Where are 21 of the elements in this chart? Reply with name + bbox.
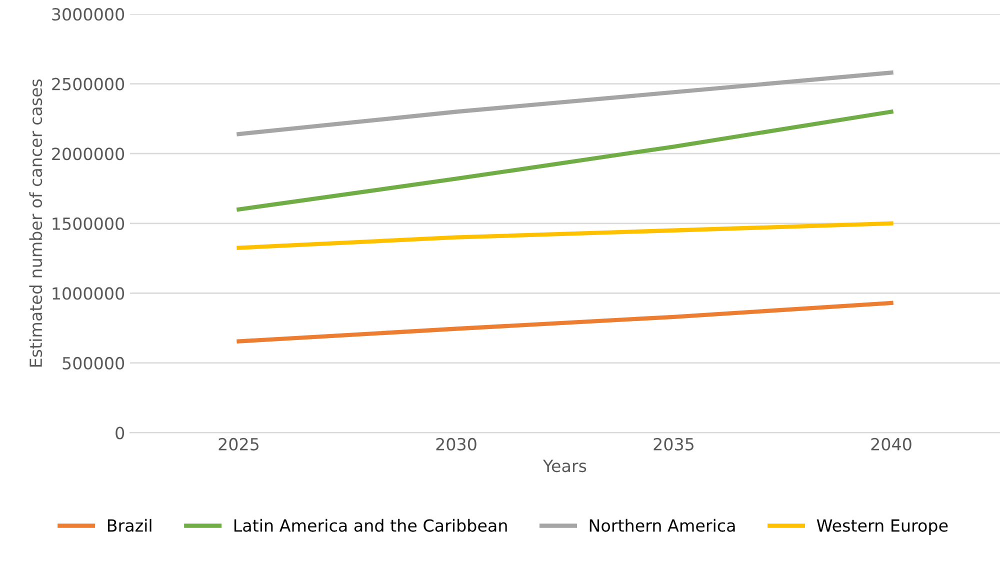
y-tick-label: 500000 [62, 356, 124, 370]
x-tick-label: 2025 [218, 438, 258, 450]
x-tick-label: 2030 [436, 438, 476, 450]
x-axis-title: Years [542, 460, 586, 472]
x-tick-label: 2035 [654, 438, 694, 450]
y-tick-label: 2000000 [52, 148, 124, 160]
line-series [236, 221, 894, 250]
y-tick-label: 2500000 [52, 78, 124, 90]
y-axis-title: Estimated number of cancer cases [29, 79, 42, 367]
y-tick-label: 0 [116, 426, 124, 440]
legend-label: Northern America [590, 518, 735, 532]
legend-label: Western Europe [816, 519, 948, 536]
line-series [236, 70, 894, 136]
y-tick-label: 1500000 [52, 217, 124, 230]
x-tick-label: 2040 [871, 438, 912, 450]
y-tick-label: 3000000 [52, 8, 124, 21]
line-series [236, 300, 894, 344]
line-series [236, 110, 894, 212]
legend-label: Brazil [108, 518, 152, 532]
y-tick-label: 1000000 [52, 287, 124, 300]
legend-label: Latin America and the Caribbean [234, 518, 507, 532]
